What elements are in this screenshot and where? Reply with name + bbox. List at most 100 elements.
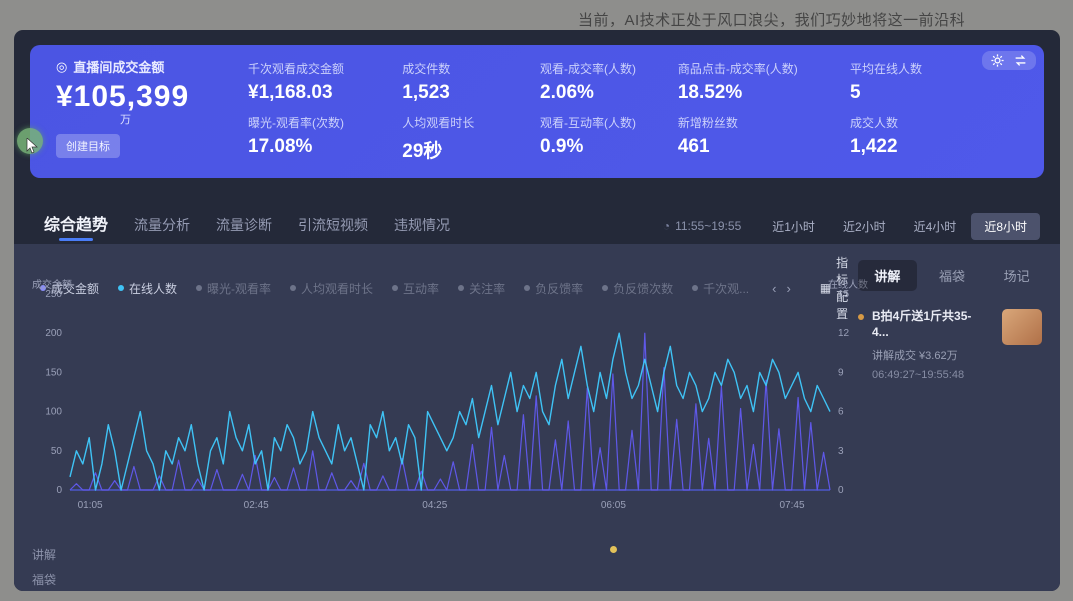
- legend-label: 在线人数: [129, 281, 178, 296]
- primary-metric-value: ¥105,399: [56, 80, 190, 113]
- side-panel: 讲解 福袋 场记 B拍4斤送1斤共35-4... 讲解成交 ¥3.62万 06:49:2…: [858, 260, 1046, 381]
- metrics-grid: 千次观看成交金额 ¥1,168.03 成交件数 1,523 观看-成交率(人数) 2.06…: [242, 45, 1044, 178]
- svg-text:06:05: 06:05: [601, 500, 626, 511]
- side-tab-场记[interactable]: 场记: [1003, 269, 1030, 284]
- banner-metric: 千次观看成交金额 ¥1,168.03: [248, 58, 402, 112]
- legend-dot-icon: [524, 285, 531, 291]
- item-title: B拍4斤送1斤共35-4...: [872, 309, 972, 339]
- item-deal-amount: 讲解成交 ¥3.62万: [872, 350, 958, 363]
- legend-item[interactable]: 人均观看时长: [290, 280, 373, 297]
- metric-value: 17.08%: [248, 135, 313, 157]
- primary-metric-label: 直播间成交金额: [73, 60, 165, 75]
- legend-dot-icon: [602, 285, 609, 291]
- svg-text:01:05: 01:05: [78, 500, 103, 511]
- tab-引流短视频[interactable]: 引流短视频: [298, 217, 369, 233]
- time-buttons: 近1小时 近2小时 近4小时 近8小时: [759, 212, 1040, 240]
- tab-流量分析[interactable]: 流量分析: [134, 217, 191, 233]
- time-button[interactable]: 近1小时: [772, 219, 815, 234]
- svg-text:07:45: 07:45: [779, 500, 804, 511]
- legend-dot-icon: [290, 285, 297, 291]
- banner-metric: 商品点击-成交率(人数) 18.52%: [678, 58, 850, 112]
- svg-text:在线人数: 在线人数: [828, 278, 868, 291]
- time-range: ◔ 11:55~19:55: [663, 219, 741, 233]
- legend-item[interactable]: 成交金额: [40, 280, 99, 297]
- legend-item[interactable]: 负反馈次数: [602, 280, 673, 297]
- metric-label: 观看-成交率(人数): [540, 62, 637, 76]
- dashboard-panel: ◎ 直播间成交金额 ¥105,399 万 创建目标 千次观看成交金额 ¥1,168…: [14, 30, 1060, 591]
- tab-综合趋势[interactable]: 综合趋势: [44, 211, 108, 241]
- item-marker-icon: [858, 314, 864, 320]
- tab-违规情况[interactable]: 违规情况: [394, 217, 451, 233]
- metric-label: 新增粉丝数: [677, 115, 738, 130]
- primary-metric: ◎ 直播间成交金额 ¥105,399 万 创建目标: [30, 45, 242, 178]
- legend-next-icon[interactable]: ›: [786, 280, 791, 296]
- side-tab-讲解[interactable]: 讲解: [858, 260, 917, 291]
- primary-metric-unit: 万: [120, 114, 131, 126]
- config-grid-icon: ▦: [819, 281, 832, 295]
- legend-dot-icon: [392, 285, 399, 291]
- time-button[interactable]: 近4小时: [913, 219, 957, 234]
- time-range-text: 11:55~19:55: [675, 219, 742, 233]
- svg-text:02:45: 02:45: [244, 500, 269, 511]
- item-thumbnail: [1002, 309, 1042, 345]
- legend-item[interactable]: 曝光-观看率: [196, 280, 271, 297]
- legend-item[interactable]: 关注率: [458, 280, 505, 297]
- banner-metric: 成交人数 1,422: [850, 112, 974, 166]
- banner-metric: 观看-互动率(人数) 0.9%: [540, 112, 678, 166]
- legend-dot-icon: [458, 285, 465, 291]
- create-goal-button[interactable]: 创建目标: [56, 134, 120, 158]
- legend-item[interactable]: 负反馈率: [524, 280, 583, 297]
- legend-item[interactable]: 互动率: [392, 280, 439, 297]
- svg-text:150: 150: [45, 367, 62, 378]
- metric-value: 0.9%: [540, 135, 584, 157]
- svg-text:250: 250: [45, 289, 62, 300]
- metric-label: 曝光-观看率(次数): [248, 115, 344, 130]
- trend-content: 成交金额 在线人数 曝光-观看率 人均观看时长 互动率 关注率 负反馈率 负反馈次数 千次观..…: [14, 244, 1060, 591]
- gear-icon[interactable]: [991, 54, 1004, 67]
- mouse-cursor-icon: [26, 138, 38, 154]
- explain-list-item[interactable]: B拍4斤送1斤共35-4... 讲解成交 ¥3.62万 06:49:27~19:55…: [858, 309, 1046, 381]
- svg-text:6: 6: [838, 407, 844, 418]
- timeline-row-福袋: 福袋: [32, 573, 57, 587]
- legend-prev-icon[interactable]: ‹: [772, 280, 777, 296]
- metric-label: 成交件数: [402, 62, 451, 76]
- legend-items: 成交金额 在线人数 曝光-观看率 人均观看时长 互动率 关注率 负反馈率 负反馈次数 千次观..…: [40, 280, 749, 297]
- legend-dot-icon: [196, 285, 203, 291]
- legend-label: 负反馈率: [535, 281, 584, 296]
- legend-label: 曝光-观看率: [207, 281, 272, 296]
- svg-text:50: 50: [51, 446, 63, 457]
- trend-chart[interactable]: 成交金额 在线人数 0 50 100 150 200 250 0 3 6 9 12 15 01:05 02:4…: [30, 278, 870, 536]
- banner-metric: 人均观看时长 29秒: [402, 112, 540, 166]
- legend-label: 互动率: [403, 281, 440, 296]
- side-tab-福袋[interactable]: 福袋: [939, 269, 966, 284]
- svg-text:100: 100: [45, 407, 62, 418]
- svg-text:04:25: 04:25: [422, 500, 447, 511]
- timeline-marker[interactable]: [609, 546, 617, 553]
- main-tabs: 综合趋势 流量分析 流量诊断 引流短视频 违规情况: [44, 211, 450, 241]
- legend-label: 成交金额: [51, 281, 100, 296]
- metric-config-button[interactable]: ▦ 指标配置: [820, 254, 850, 322]
- legend-label: 人均观看时长: [301, 281, 374, 296]
- swap-icon[interactable]: [1014, 54, 1027, 67]
- metric-value: 1,523: [402, 82, 450, 103]
- metric-label: 观看-互动率(人数): [540, 115, 637, 130]
- legend-item[interactable]: 在线人数: [118, 280, 177, 297]
- time-button[interactable]: 近8小时: [971, 212, 1040, 240]
- svg-text:9: 9: [838, 367, 844, 378]
- time-button[interactable]: 近2小时: [842, 219, 886, 234]
- timeline-row-讲解: 讲解: [32, 548, 57, 562]
- target-icon: ◎: [56, 58, 68, 74]
- metric-value: 5: [850, 82, 861, 103]
- side-panel-tabs: 讲解 福袋 场记: [858, 260, 1046, 291]
- tab-流量诊断[interactable]: 流量诊断: [216, 217, 273, 233]
- legend-dot-icon: [692, 285, 699, 291]
- legend-label: 千次观...: [703, 281, 750, 296]
- metric-label: 千次观看成交金额: [248, 62, 345, 76]
- legend-item[interactable]: 千次观...: [692, 280, 749, 297]
- metric-label: 人均观看时长: [402, 115, 475, 130]
- item-time-range: 06:49:27~19:55:48: [872, 369, 965, 382]
- legend-label: 负反馈次数: [613, 281, 674, 296]
- banner-metric: 成交件数 1,523: [402, 58, 540, 112]
- metric-label: 成交人数: [850, 115, 899, 130]
- metric-label: 商品点击-成交率(人数): [677, 62, 798, 76]
